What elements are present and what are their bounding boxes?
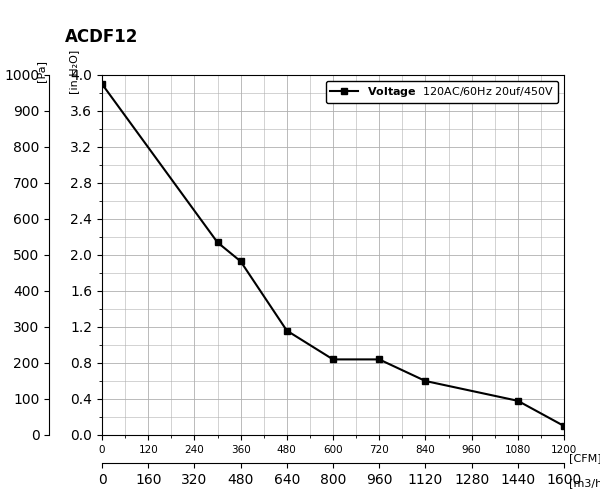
Text: ACDF12: ACDF12 [65, 28, 139, 46]
Text: [in H₂O]: [in H₂O] [69, 50, 79, 94]
Legend: $\mathbf{Voltage}$  120AC/60Hz 20uf/450V: $\mathbf{Voltage}$ 120AC/60Hz 20uf/450V [326, 80, 559, 104]
Text: [m3/h]: [m3/h] [569, 478, 600, 488]
Text: [CFM]: [CFM] [569, 453, 600, 463]
Text: [Pa]: [Pa] [37, 60, 47, 82]
